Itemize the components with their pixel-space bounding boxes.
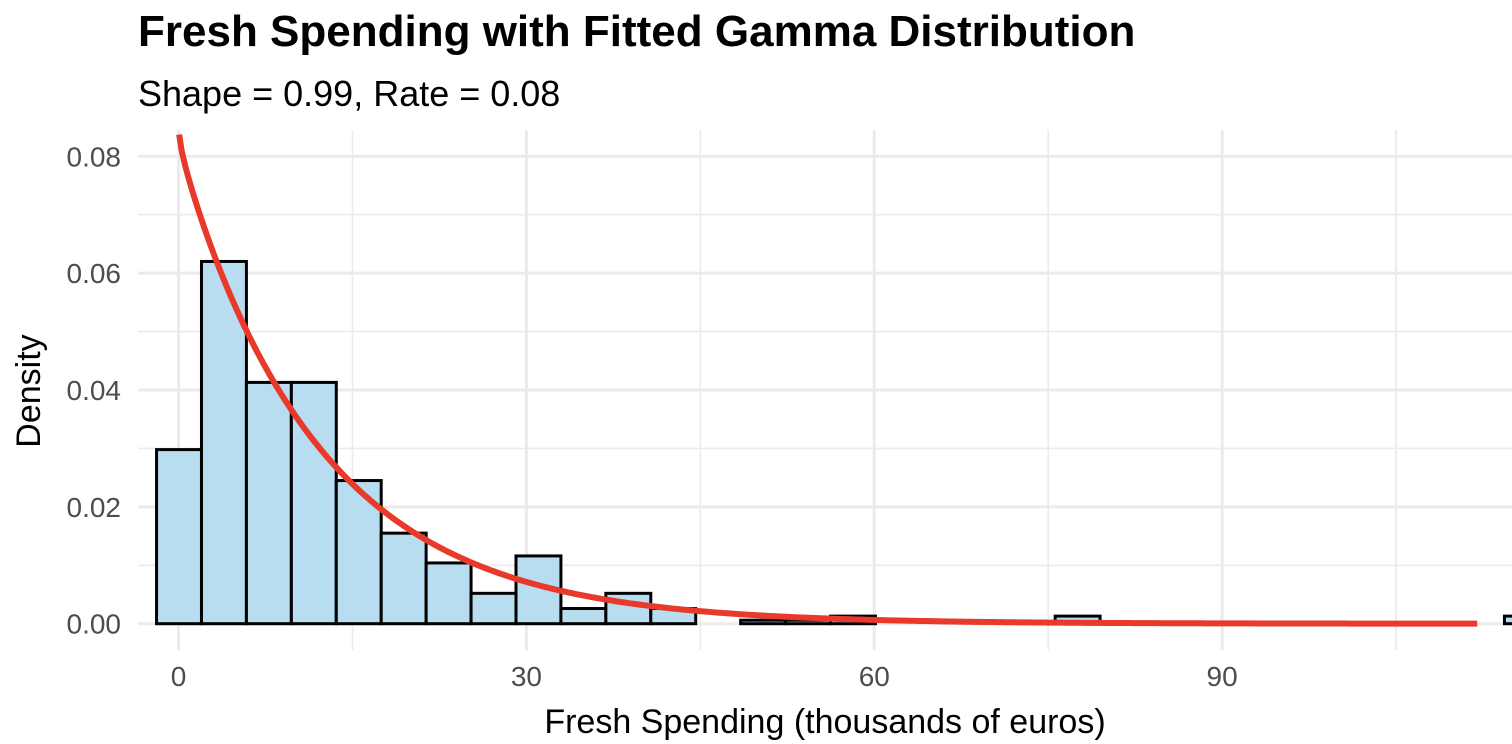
y-tick-label: 0.06 (67, 258, 122, 289)
x-tick-label: 30 (511, 661, 542, 692)
histogram-bar (469, 591, 518, 626)
histogram-bar (289, 380, 338, 626)
histogram-bar (424, 561, 473, 626)
y-axis-title: Density (10, 334, 48, 447)
histogram-bar (1502, 614, 1512, 626)
gamma-density-curve (176, 134, 1478, 627)
chart-subtitle: Shape = 0.99, Rate = 0.08 (138, 73, 560, 114)
histogram-bar (155, 448, 203, 626)
x-axis-title: Fresh Spending (thousands of euros) (544, 703, 1105, 741)
y-tick-label: 0.02 (67, 492, 122, 523)
histogram-bar (379, 531, 428, 626)
y-tick-label: 0.04 (67, 375, 122, 406)
x-tick-label: 0 (171, 661, 187, 692)
x-tick-label: 60 (859, 661, 890, 692)
plot-panel (138, 130, 1512, 650)
histogram-bar (739, 618, 788, 626)
histogram-bars (155, 259, 1512, 626)
y-tick-label: 0.08 (67, 141, 122, 172)
histogram-bar (559, 607, 608, 626)
chart-title: Fresh Spending with Fitted Gamma Distrib… (138, 7, 1135, 56)
histogram-bar (244, 380, 293, 626)
x-tick-label: 90 (1207, 661, 1238, 692)
x-axis-tick-labels: 0 30 60 90 (171, 661, 1238, 692)
y-axis-tick-labels: 0.00 0.02 0.04 0.06 0.08 (67, 141, 122, 639)
y-tick-label: 0.00 (67, 609, 122, 640)
